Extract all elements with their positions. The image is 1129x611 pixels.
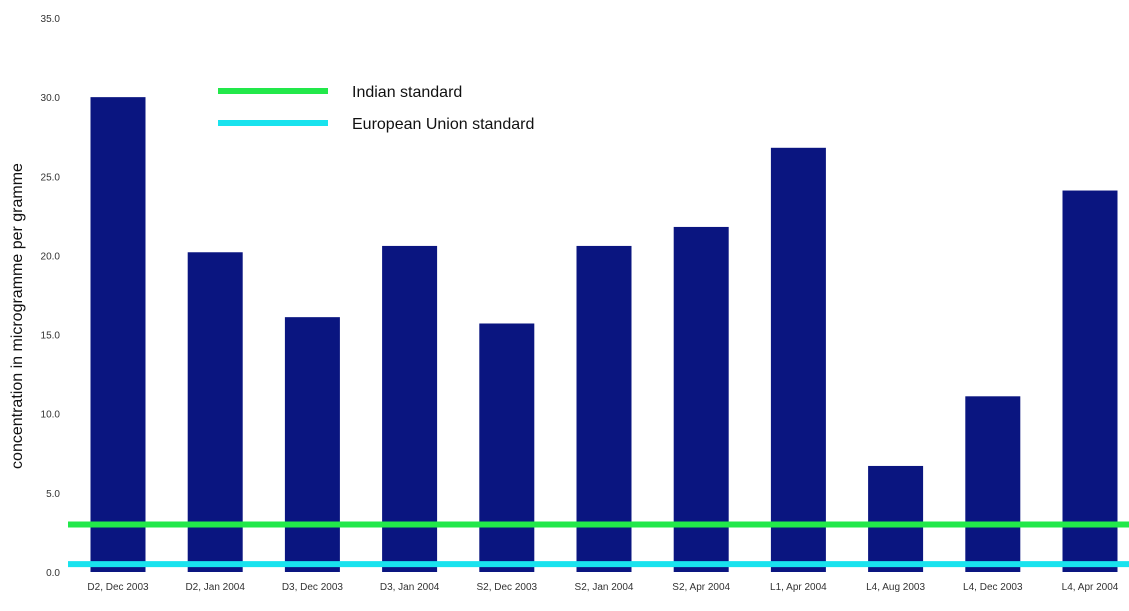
- bar: [965, 396, 1021, 572]
- y-tick-label: 15.0: [41, 331, 61, 342]
- legend-label: European Union standard: [352, 116, 534, 133]
- bar: [284, 317, 340, 572]
- x-tick-label: L4, Dec 2003: [963, 582, 1023, 593]
- x-tick-label: L4, Aug 2003: [866, 582, 925, 593]
- y-tick-label: 30.0: [41, 93, 61, 104]
- x-tick-label: D3, Dec 2003: [282, 582, 344, 593]
- y-tick-label: 0.0: [46, 568, 60, 579]
- bar: [479, 323, 535, 572]
- legend-label: Indian standard: [352, 84, 462, 101]
- x-tick-label: L1, Apr 2004: [770, 582, 827, 593]
- bar: [868, 465, 924, 572]
- reference-lines: [68, 521, 1129, 568]
- x-axis-labels: D2, Dec 2003 D2, Jan 2004 D3, Dec 2003 D3, …: [87, 582, 1118, 593]
- y-tick-label: 10.0: [41, 410, 61, 421]
- x-tick-label: D3, Jan 2004: [380, 582, 440, 593]
- x-tick-label: S2, Jan 2004: [575, 582, 634, 593]
- x-tick-label: L4, Apr 2004: [1062, 582, 1119, 593]
- bars: [90, 97, 1118, 573]
- bar: [382, 245, 438, 572]
- bar: [90, 97, 146, 573]
- bar: [576, 245, 632, 572]
- x-tick-label: D2, Dec 2003: [87, 582, 149, 593]
- y-tick-label: 5.0: [46, 489, 60, 500]
- x-tick-label: D2, Jan 2004: [185, 582, 245, 593]
- bar: [187, 252, 243, 572]
- y-axis-ticks: 0.0 5.0 10.0 15.0 20.0 25.0 30.0 35.0: [41, 14, 61, 579]
- y-tick-label: 35.0: [41, 14, 61, 25]
- y-axis-label: concentration in microgramme per gramme: [9, 163, 26, 469]
- bar: [1062, 190, 1118, 572]
- x-tick-label: S2, Dec 2003: [476, 582, 537, 593]
- bar: [770, 147, 826, 572]
- x-tick-label: S2, Apr 2004: [672, 582, 730, 593]
- y-tick-label: 25.0: [41, 172, 61, 183]
- y-tick-label: 20.0: [41, 251, 61, 262]
- bar: [673, 226, 729, 573]
- legend: Indian standard European Union standard: [218, 84, 534, 133]
